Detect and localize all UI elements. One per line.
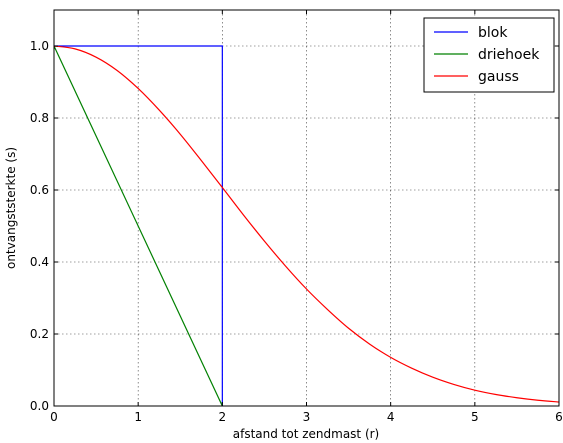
y-tick-label: 0.6 [30, 183, 49, 197]
legend-box [423, 17, 555, 93]
legend: blok driehoek gauss [423, 17, 555, 93]
y-tick-label: 0.0 [30, 399, 49, 413]
legend-label-driehoek: driehoek [478, 47, 540, 63]
x-tick-label: 6 [555, 410, 563, 424]
y-tick-label: 1.0 [30, 39, 49, 53]
y-axis-label: ontvangststerkte (s) [4, 147, 18, 269]
y-tick-label: 0.2 [30, 327, 49, 341]
legend-label-gauss: gauss [478, 69, 519, 85]
legend-label-blok: blok [478, 25, 508, 41]
x-tick-label: 0 [50, 410, 58, 424]
y-tick-label: 0.4 [30, 255, 49, 269]
x-tick-label: 4 [387, 410, 395, 424]
ticks: 0 1 2 3 4 5 6 0.0 0.2 0.4 0.6 0.8 1.0 [30, 10, 563, 424]
x-tick-label: 5 [471, 410, 479, 424]
x-tick-label: 1 [134, 410, 142, 424]
series-line-blok [54, 45, 223, 406]
series-line-driehoek [53, 45, 223, 407]
x-tick-label: 2 [219, 410, 227, 424]
series-layer [53, 45, 560, 407]
y-tick-label: 0.8 [30, 111, 49, 125]
series-line-gauss [53, 45, 560, 403]
x-axis-label: afstand tot zendmast (r) [233, 427, 380, 441]
x-tick-label: 3 [303, 410, 311, 424]
